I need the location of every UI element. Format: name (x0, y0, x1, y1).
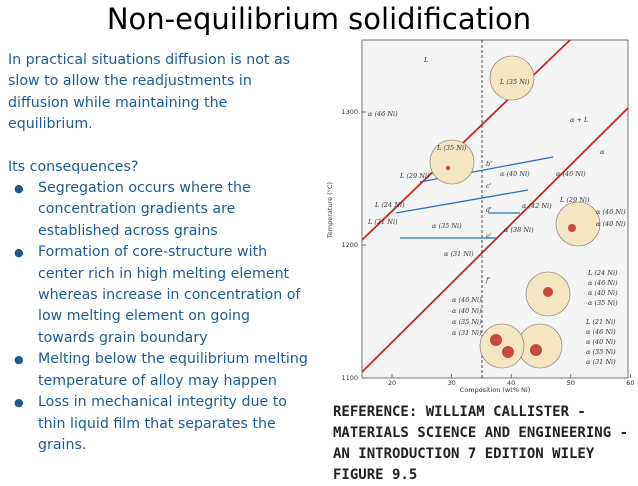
heading: Its consequences? (8, 158, 139, 175)
diagram-label: α + L (570, 116, 588, 124)
diagram-label: α (46 Ni) (368, 110, 398, 118)
x-tick-label: 50 (567, 379, 575, 387)
diagram-label: L (24 Ni) (587, 269, 618, 277)
body-text: In practical situations diffusion is not… (8, 50, 310, 456)
tie-lines (395, 156, 554, 239)
diagram-label: L (423, 56, 428, 64)
x-tick-label: 40 (507, 379, 515, 387)
grain-circle (555, 201, 601, 247)
diagram-label: L (29 Ni) (399, 172, 430, 180)
diagram-label: α (40 Ni) (596, 220, 626, 228)
grain-circle (489, 55, 535, 101)
point-label: b' (486, 160, 492, 168)
core (490, 334, 502, 346)
grain-cores (446, 166, 576, 358)
diagram-label: L (21 Ni) (367, 218, 398, 226)
diagram-label: α (31 Ni) (444, 250, 474, 258)
solidus (361, 107, 629, 373)
diagram-label: α (42 Ni) (522, 202, 552, 210)
bullet: Loss in mechanical integrity due to thin… (14, 392, 310, 456)
diagram-label: α (40 Ni) (452, 307, 482, 315)
diagram-label: α (35 Ni) (586, 348, 616, 356)
diagram-label: α (46 Ni) (596, 208, 626, 216)
y-tick-label: 1300 (341, 108, 358, 116)
diagram-label: α (40 Ni) (500, 170, 530, 178)
diagram-label: α (35 Ni) (452, 318, 482, 326)
tie-line (395, 189, 529, 214)
diagram-label: α (35 Ni) (588, 299, 618, 307)
diagram-label: L (35 Ni) (436, 144, 467, 152)
core (502, 346, 514, 358)
y-axis-label: Temperature (°C) (326, 182, 334, 239)
diagram-label: α (31 Ni) (586, 358, 616, 366)
x-tick-label: 60 (626, 379, 634, 387)
bullet: Segregation occurs where the concentrati… (14, 178, 310, 242)
diagram-label: L (24 Ni) (374, 201, 405, 209)
diagram-label: α (40 Ni) (588, 289, 618, 297)
diagram-label: α (46 Ni) (588, 279, 618, 287)
core (543, 287, 553, 297)
grain-circle (479, 323, 525, 369)
bullet-list: Segregation occurs where the concentrati… (8, 178, 310, 456)
core (446, 166, 450, 170)
core (568, 224, 576, 232)
y-tick-label: 1200 (341, 241, 358, 249)
axis-ticks: 1100 1200 1300 20 30 40 50 60 (341, 108, 634, 387)
diagram-label: α (35 Ni) (432, 222, 462, 230)
point-label: f' (485, 276, 490, 284)
x-tick-label: 30 (447, 379, 455, 387)
point-label: e' (486, 232, 492, 240)
liquidus (361, 39, 571, 241)
x-tick-label: 20 (388, 379, 396, 387)
diagram-label: α (38 Ni) (504, 226, 534, 234)
x-axis-label: Composition (wt% Ni) (460, 386, 531, 394)
reference: REFERENCE: WILLIAM CALLISTER - MATERIALS… (333, 404, 629, 483)
point-label: c' (486, 182, 492, 190)
slide-title: Non-equilibrium solidification (106, 2, 532, 36)
bullet: Formation of core-structure with center … (14, 242, 310, 349)
diagram-label: α (600, 148, 605, 156)
diagram-label: α (46 Ni) (452, 296, 482, 304)
point-label: d' (486, 206, 492, 214)
diagram-label: L (35 Ni) (499, 78, 530, 86)
diagram-label: α (46 Ni) (586, 328, 616, 336)
phase-diagram: L L (35 Ni) L (35 Ni) α (46 Ni) α + L α … (326, 39, 635, 394)
intro: In practical situations diffusion is not… (8, 52, 291, 133)
diagram-label: α (46 Ni) (556, 170, 586, 178)
diagram-label: α (40 Ni) (586, 338, 616, 346)
diagram-label: L (29 Ni) (559, 196, 590, 204)
core (530, 344, 542, 356)
diagram-label: α (31 Ni) (452, 329, 482, 337)
y-tick-label: 1100 (341, 374, 358, 382)
bullet: Melting below the equilibrium melting te… (14, 349, 310, 392)
grain-circle (429, 139, 475, 185)
diagram-label: L (21 Ni) (585, 318, 616, 326)
